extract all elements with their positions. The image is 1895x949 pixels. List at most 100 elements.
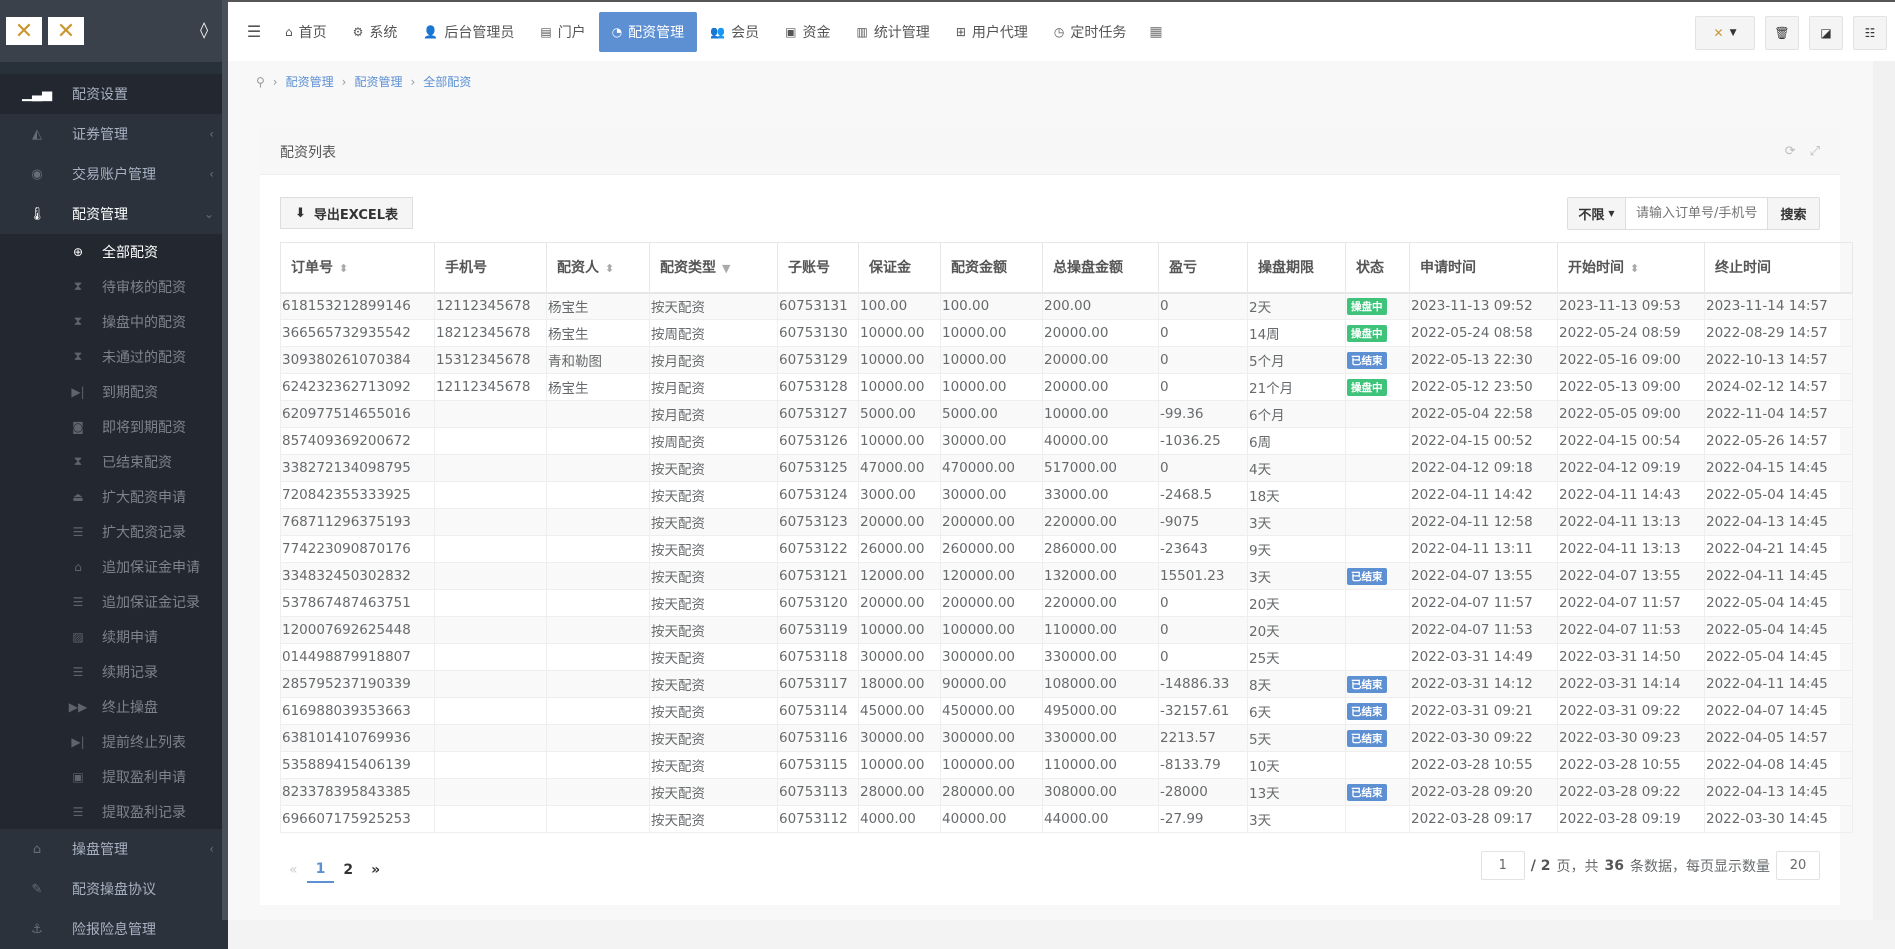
table-cell <box>434 481 547 509</box>
table-cell: 220000.00 <box>1042 589 1159 617</box>
status-badge: 操盘中 <box>1347 378 1387 396</box>
table-cell: 2022-03-31 14:12 <box>1409 670 1558 698</box>
table-cell: 10000.00 <box>940 373 1043 401</box>
tab-3[interactable]: ▤ 门户 <box>527 12 598 52</box>
column-header: 配资金额 <box>940 242 1043 294</box>
breadcrumb-item[interactable]: 全部配资 <box>423 75 472 89</box>
tab-4[interactable]: ◔ 配资管理 <box>598 11 698 52</box>
submenu-item[interactable]: ⏏ 扩大配资申请 <box>0 479 228 514</box>
submenu-item[interactable]: ☰ 追加保证金记录 <box>0 584 228 619</box>
table-cell: 60753115 <box>777 751 859 779</box>
page-2[interactable]: 2 <box>343 862 354 878</box>
user-avatar-dropdown[interactable]: ✕ ▼ <box>1695 16 1755 50</box>
submenu-item[interactable]: ▶| 提前终止列表 <box>0 724 228 759</box>
caret-down-icon: ▼ <box>1608 209 1615 218</box>
table-cell: 624232362713092 <box>280 373 435 401</box>
submenu-item[interactable]: ⧗ 已结束配资 <box>0 444 228 479</box>
sort-icon[interactable]: ⬍ <box>339 262 349 276</box>
list-icon[interactable]: ☷ <box>1853 16 1887 50</box>
search-input[interactable] <box>1626 198 1767 229</box>
breadcrumb-item[interactable]: 配资管理 <box>285 75 334 89</box>
submenu-item[interactable]: ▨ 续期申请 <box>0 619 228 654</box>
table-cell: 2022-04-12 09:19 <box>1557 454 1705 482</box>
submenu-item[interactable]: ◙ 即将到期配资 <box>0 409 228 444</box>
sidebar-scrollbar[interactable] <box>222 0 228 920</box>
sidebar-item[interactable]: ◭ 证券管理 ‹ <box>0 114 228 154</box>
sidebar-item[interactable]: ◉ 交易账户管理 ‹ <box>0 154 228 194</box>
page-size-input[interactable]: 20 <box>1776 851 1820 880</box>
submenu-item[interactable]: ⧗ 待审核的配资 <box>0 269 228 304</box>
sidebar: ✕ ✕ ◊ ▁▃▅ 配资设置 ◭ 证券管理 ‹ ◉ 交易账户管理 ‹ 🌡 配资管理 ⌄ ⊕ 全部配资 ⧗ 待… <box>0 0 228 949</box>
submenu-item[interactable]: ☰ 续期记录 <box>0 654 228 689</box>
table-cell: 100000.00 <box>940 616 1043 644</box>
submenu-item[interactable]: ⊕ 全部配资 <box>0 234 228 269</box>
sidebar-item-label: 证券管理 <box>72 127 128 143</box>
table-cell: 616988039353663 <box>280 697 435 725</box>
table-cell: 5天 <box>1247 724 1346 752</box>
table-cell: 2024-02-12 14:57 <box>1704 373 1853 401</box>
sidebar-item[interactable]: ▁▃▅ 配资设置 <box>0 74 228 114</box>
sidebar-item[interactable]: ⚓ 险报险息管理 <box>0 909 228 949</box>
table-cell: 2022-03-28 09:17 <box>1409 805 1558 833</box>
page-jump-input[interactable]: 1 <box>1480 851 1525 880</box>
trash-icon[interactable]: 🗑 <box>1765 16 1799 50</box>
search-button[interactable]: 搜索 <box>1767 198 1819 229</box>
table-cell: 按天配资 <box>649 643 778 671</box>
tab-2[interactable]: 👤 后台管理员 <box>410 12 527 52</box>
fullscreen-icon[interactable]: ⤢ <box>1809 144 1820 159</box>
table-cell: 2022-03-30 09:23 <box>1557 724 1705 752</box>
tab-1[interactable]: ⚙ 系统 <box>340 12 411 52</box>
next-page[interactable]: » <box>371 862 381 878</box>
table-cell: 3000.00 <box>858 481 941 509</box>
pie-chart-icon: ◔ <box>611 24 623 39</box>
submenu-item[interactable]: ☰ 扩大配资记录 <box>0 514 228 549</box>
panel-title: 配资列表 <box>280 144 336 161</box>
grid-icon[interactable]: ▦ <box>1149 23 1163 40</box>
column-header[interactable]: 订单号 ⬍ <box>280 242 435 294</box>
sort-icon[interactable]: ⬍ <box>1630 262 1640 276</box>
droplet-icon[interactable]: ◊ <box>200 20 208 39</box>
refresh-icon[interactable]: ⟳ <box>1784 144 1796 159</box>
page-1[interactable]: 1 <box>306 857 335 883</box>
table-cell: 60753128 <box>777 373 859 401</box>
column-header[interactable]: 配资类型 ▼ <box>649 242 778 294</box>
tab-0[interactable]: ⌂ 首页 <box>272 12 340 52</box>
submenu-item[interactable]: ⌂ 追加保证金申请 <box>0 549 228 584</box>
sidebar-item[interactable]: ⌂ 操盘管理 ‹ <box>0 829 228 869</box>
tab-7[interactable]: ▥ 统计管理 <box>843 12 942 52</box>
table-cell: 260000.00 <box>940 535 1043 563</box>
tab-6[interactable]: ▣ 资金 <box>772 12 843 52</box>
table-cell: 按天配资 <box>649 616 778 644</box>
menu-toggle-icon[interactable]: ☰ <box>246 22 262 41</box>
external-link-icon[interactable]: ◪ <box>1809 16 1843 50</box>
filter-icon[interactable]: ▼ <box>722 262 731 276</box>
table-cell: 2022-03-30 14:45 <box>1704 805 1853 833</box>
submenu-item[interactable]: ▶▶ 终止操盘 <box>0 689 228 724</box>
table-cell <box>434 805 547 833</box>
tab-5[interactable]: 👥 会员 <box>697 12 772 52</box>
submenu-item[interactable]: ▣ 提取盈利申请 <box>0 759 228 794</box>
sidebar-item[interactable]: 🌡 配资管理 ⌄ <box>0 194 228 234</box>
page-scrollbar[interactable] <box>1873 61 1895 920</box>
submenu-item[interactable]: ⧗ 未通过的配资 <box>0 339 228 374</box>
tab-9[interactable]: ◷ 定时任务 <box>1041 12 1139 52</box>
prev-page[interactable]: « <box>289 862 298 878</box>
submenu-item[interactable]: ▶| 到期配资 <box>0 374 228 409</box>
table-cell <box>434 454 547 482</box>
breadcrumb-item[interactable]: 配资管理 <box>354 75 403 89</box>
submenu-item[interactable]: ⧗ 操盘中的配资 <box>0 304 228 339</box>
table-cell <box>546 400 650 428</box>
table-cell <box>434 751 547 779</box>
export-excel-button[interactable]: ⬇ 导出EXCEL表 <box>280 197 414 229</box>
sidebar-item[interactable]: ✎ 配资操盘协议 <box>0 869 228 909</box>
sort-icon[interactable]: ⬍ <box>605 262 615 276</box>
submenu-item[interactable]: ☰ 提取盈利记录 <box>0 794 228 829</box>
newspaper-icon: ▤ <box>540 24 552 39</box>
column-header[interactable]: 开始时间 ⬍ <box>1557 242 1705 294</box>
column-header[interactable]: 配资人 ⬍ <box>546 242 650 294</box>
filter-dropdown[interactable]: 不限 ▼ <box>1568 198 1626 229</box>
tab-8[interactable]: ⊞ 用户代理 <box>943 12 1041 52</box>
table-cell: 857409369200672 <box>280 427 435 455</box>
tab-label: 用户代理 <box>971 24 1028 41</box>
table-cell: 60753118 <box>777 643 859 671</box>
